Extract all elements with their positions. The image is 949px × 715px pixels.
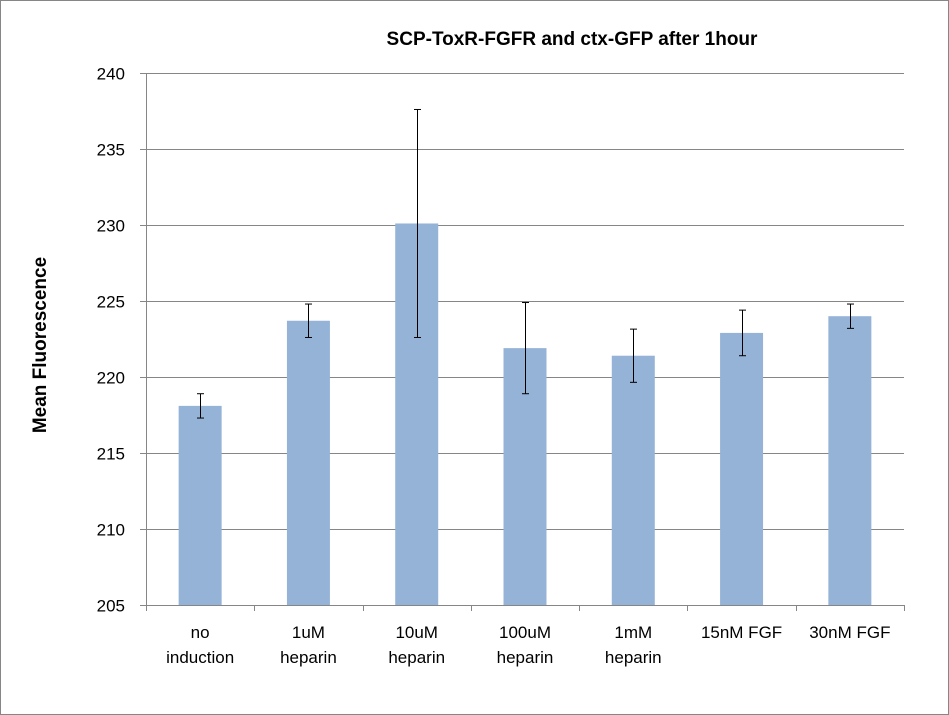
y-tick-label: 240 (97, 65, 125, 84)
error-bars (197, 108, 854, 419)
x-category-label: 30nM FGF (809, 623, 890, 642)
chart-title: SCP-ToxR-FGFR and ctx-GFP after 1hour (387, 29, 758, 50)
x-category-label: 10uM (395, 623, 438, 642)
x-category-label: 1mM (614, 623, 652, 642)
y-tick-label: 205 (97, 597, 125, 616)
x-category-label: heparin (388, 648, 445, 667)
x-category-label: heparin (605, 648, 662, 667)
bar (828, 316, 872, 605)
x-category-label: heparin (280, 648, 337, 667)
y-tick-label: 210 (97, 521, 125, 540)
bar (611, 355, 655, 605)
x-category-label: 100uM (499, 623, 551, 642)
x-category-label: no (191, 623, 210, 642)
bar (720, 332, 764, 605)
bars (178, 223, 872, 606)
bar (395, 223, 439, 606)
bar (178, 405, 222, 605)
y-tick-labels: 205 210 215 220 225 230 235 240 (97, 65, 125, 616)
x-category-label: 1uM (292, 623, 325, 642)
x-category-label: heparin (497, 648, 554, 667)
y-tick-label: 225 (97, 293, 125, 312)
y-tick-label: 230 (97, 217, 125, 236)
x-category-label: 15nM FGF (701, 623, 782, 642)
x-category-labels: no induction 1uM heparin 10uM heparin 100uM hep… (166, 623, 890, 667)
x-category-label: induction (166, 648, 234, 667)
axes (140, 73, 905, 611)
y-axis-label: Mean Fluorescence (30, 257, 51, 433)
y-tick-label: 235 (97, 141, 125, 160)
y-tick-label: 220 (97, 369, 125, 388)
bar (286, 320, 330, 605)
y-tick-label: 215 (97, 445, 125, 464)
